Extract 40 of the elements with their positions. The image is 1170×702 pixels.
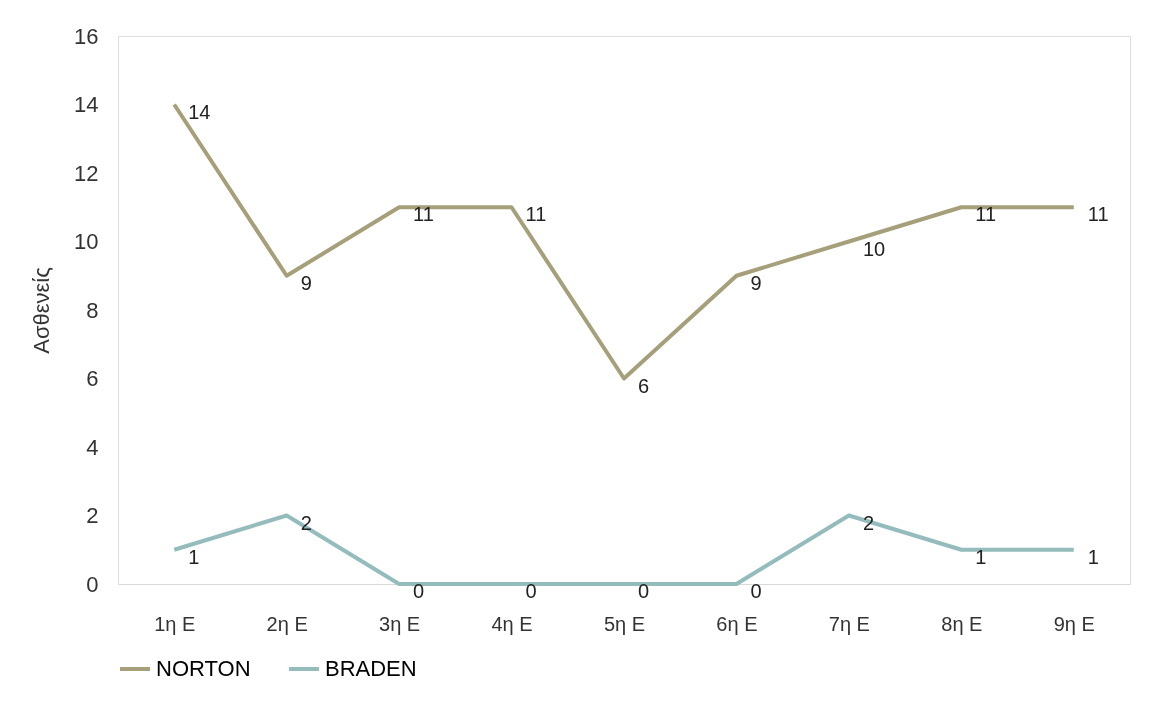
data-label: 0 <box>638 580 650 602</box>
data-label: 0 <box>525 580 537 602</box>
x-tick-label: 3η Ε <box>379 612 421 635</box>
x-tick-label: 2η Ε <box>266 612 308 635</box>
data-label: 2 <box>300 511 312 534</box>
x-tick-label: 5η Ε <box>603 612 646 635</box>
x-tick-label: 6η Ε <box>716 612 758 635</box>
x-tick-label: 1η Ε <box>154 612 196 635</box>
y-tick-label: 14 <box>74 92 99 117</box>
x-tick-label: 4η Ε <box>491 612 533 635</box>
x-tick-label: 9η Ε <box>1053 612 1095 635</box>
y-tick-label: 16 <box>74 23 99 49</box>
data-label: 0 <box>750 580 762 602</box>
x-tick-label: 7η Ε <box>828 612 870 635</box>
y-tick-label: 0 <box>86 571 99 597</box>
y-tick-label: 2 <box>86 503 99 528</box>
y-tick-label: 8 <box>86 297 99 323</box>
y-tick-label: 12 <box>74 160 99 186</box>
legend-label: BRADEN <box>325 656 417 681</box>
y-tick-label: 4 <box>86 434 99 460</box>
data-label: 1 <box>188 545 200 568</box>
line-series <box>172 102 1076 381</box>
y-tick-label: 6 <box>86 366 99 391</box>
y-axis-title: Ασθενείς <box>29 267 55 354</box>
data-label: 1 <box>1087 545 1099 568</box>
data-label: 11 <box>975 203 997 226</box>
x-tick-label: 8η Ε <box>941 612 983 635</box>
data-label: 11 <box>1087 203 1109 226</box>
data-label: 9 <box>750 271 762 294</box>
legend-label: NORTON <box>156 656 251 681</box>
data-label: 14 <box>188 100 211 123</box>
data-label: 0 <box>413 580 425 602</box>
data-label: 1 <box>975 545 987 568</box>
data-label: 2 <box>862 511 875 534</box>
data-label: 11 <box>413 203 434 226</box>
data-label: 9 <box>300 271 312 294</box>
data-label: 6 <box>638 374 650 397</box>
data-label: 10 <box>862 237 886 260</box>
y-tick-label: 10 <box>74 229 99 254</box>
data-label: 11 <box>525 203 547 226</box>
